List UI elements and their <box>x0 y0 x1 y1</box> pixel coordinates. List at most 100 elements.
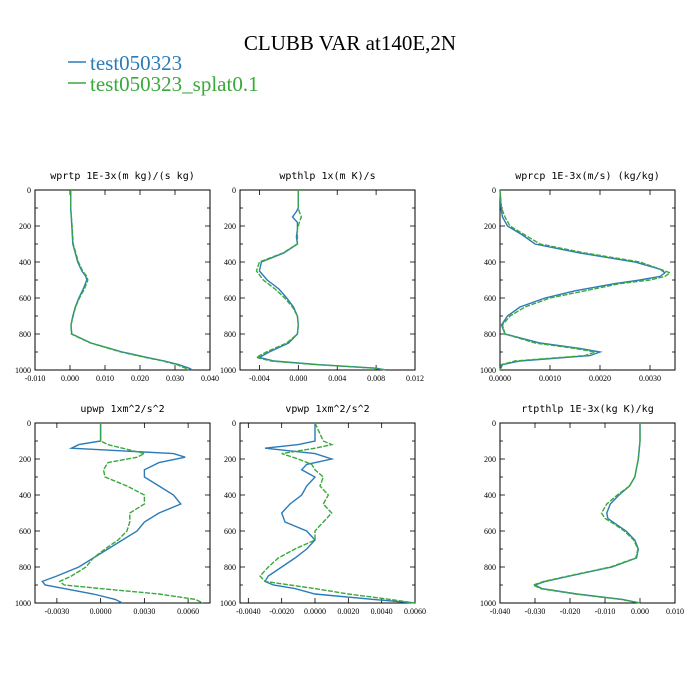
figure-title: CLUBB VAR at140E,2N <box>244 31 456 55</box>
x-tick-label: 0.0000 <box>489 374 511 383</box>
panel-title: wprtp 1E-3x(m kg)/(s kg) <box>50 171 195 182</box>
panel-title: vpwp 1xm^2/s^2 <box>285 404 369 415</box>
legend-label-series-1: test050323 <box>90 51 182 75</box>
y-tick-label: 600 <box>484 527 496 536</box>
y-tick-label: 0 <box>232 186 236 195</box>
x-tick-label: 0.008 <box>367 374 385 383</box>
x-tick-label: -0.040 <box>490 607 511 616</box>
y-tick-label: 0 <box>492 186 496 195</box>
y-tick-label: 200 <box>19 222 31 231</box>
series-line-2 <box>531 423 641 604</box>
panel-3: wprcp 1E-3x(m/s) (kg/kg) 0 200 400 600 800 100… <box>480 171 676 383</box>
y-tick-label: 1000 <box>15 599 31 608</box>
y-tick-label: 600 <box>19 294 31 303</box>
y-tick-label: 400 <box>19 491 31 500</box>
x-tick-label: 0.0010 <box>539 374 561 383</box>
panels: wprtp 1E-3x(m kg)/(s kg) 0 200 400 600 800 100… <box>15 171 684 616</box>
series-line-2 <box>58 423 204 604</box>
y-tick-label: 0 <box>492 419 496 428</box>
y-tick-label: 200 <box>484 222 496 231</box>
series-line-1 <box>263 423 416 604</box>
series-line-1 <box>257 190 386 371</box>
x-tick-label: -0.004 <box>249 374 270 383</box>
plot-frame <box>34 189 211 371</box>
series-line-2 <box>69 190 190 371</box>
x-tick-label: 0.030 <box>166 374 184 383</box>
x-tick-label: -0.0030 <box>45 607 70 616</box>
x-tick-label: 0.0000 <box>90 607 112 616</box>
y-tick-label: 800 <box>19 563 31 572</box>
y-tick-label: 800 <box>224 563 236 572</box>
panel-title: rtpthlp 1E-3x(kg K)/kg <box>521 404 653 415</box>
y-tick-label: 400 <box>19 258 31 267</box>
panel-2: wpthlp 1x(m K)/s 0 200 400 600 800 1000 -0.004 0… <box>220 171 424 383</box>
x-tick-label: 0.012 <box>406 374 424 383</box>
y-tick-label: 800 <box>484 563 496 572</box>
y-tick-label: 800 <box>224 330 236 339</box>
y-tick-label: 800 <box>19 330 31 339</box>
series-line-1 <box>499 189 667 371</box>
x-tick-label: -0.010 <box>25 374 46 383</box>
plot-frame <box>239 422 416 604</box>
x-tick-label: 0.004 <box>328 374 346 383</box>
x-tick-label: -0.030 <box>525 607 546 616</box>
x-tick-label: 0.000 <box>289 374 307 383</box>
y-tick-label: 0 <box>232 419 236 428</box>
y-tick-label: 400 <box>484 258 496 267</box>
x-tick-label: -0.0040 <box>236 607 261 616</box>
panel-title: upwp 1xm^2/s^2 <box>80 404 164 415</box>
plot-frame <box>34 422 211 604</box>
x-tick-label: 0.0060 <box>404 607 426 616</box>
y-tick-label: 1000 <box>480 366 496 375</box>
panel-6: rtpthlp 1E-3x(kg K)/kg02004006008001000-… <box>480 404 684 616</box>
y-tick-label: 200 <box>224 455 236 464</box>
series-line-2 <box>499 189 672 371</box>
series-line-2 <box>254 190 386 371</box>
x-tick-label: 0.0040 <box>371 607 393 616</box>
y-tick-label: 1000 <box>480 599 496 608</box>
x-tick-label: 0.010 <box>666 607 684 616</box>
x-tick-label: 0.0060 <box>177 607 199 616</box>
panel-title: wpthlp 1x(m K)/s <box>279 171 375 182</box>
y-tick-label: 400 <box>484 491 496 500</box>
legend: test050323 test050323_splat0.1 <box>68 51 259 96</box>
x-tick-label: 0.0020 <box>337 607 359 616</box>
series-line-2 <box>259 422 416 604</box>
y-tick-label: 0 <box>27 186 31 195</box>
y-tick-label: 1000 <box>220 366 236 375</box>
y-tick-label: 200 <box>19 455 31 464</box>
panel-1: wprtp 1E-3x(m kg)/(s kg) 0 200 400 600 800 100… <box>15 171 219 383</box>
y-tick-label: 800 <box>484 330 496 339</box>
x-tick-label: 0.0020 <box>589 374 611 383</box>
x-tick-label: 0.020 <box>131 374 149 383</box>
panel-5: vpwp 1xm^2/s^2 0 200 400 600 800 1000-0.0040 -0… <box>220 404 426 616</box>
y-tick-label: 600 <box>224 294 236 303</box>
panel-4: upwp 1xm^2/s^2 0 200 400 600 800 1000 -0.0030 0.… <box>15 404 211 616</box>
y-tick-label: 600 <box>19 527 31 536</box>
series-line-1 <box>533 423 641 604</box>
y-tick-label: 200 <box>224 222 236 231</box>
x-tick-label: 0.000 <box>631 607 649 616</box>
y-tick-label: 600 <box>224 527 236 536</box>
x-tick-label: 0.0000 <box>304 607 326 616</box>
x-tick-label: 0.000 <box>61 374 79 383</box>
y-tick-label: 1000 <box>15 366 31 375</box>
x-tick-label: 0.0030 <box>639 374 661 383</box>
x-tick-label: 0.040 <box>201 374 219 383</box>
x-tick-label: 0.010 <box>96 374 114 383</box>
y-tick-label: 0 <box>27 419 31 428</box>
x-tick-label: -0.010 <box>595 607 616 616</box>
x-tick-label: 0.0030 <box>133 607 155 616</box>
y-tick-label: 600 <box>484 294 496 303</box>
plot-frame <box>239 189 416 371</box>
x-tick-label: -0.020 <box>560 607 581 616</box>
y-tick-label: 400 <box>224 491 236 500</box>
x-tick-label: -0.0020 <box>269 607 294 616</box>
legend-label-series-2: test050323_splat0.1 <box>90 72 259 96</box>
plot-frame <box>499 422 676 604</box>
panel-title: wprcp 1E-3x(m/s) (kg/kg) <box>515 171 660 182</box>
y-tick-label: 400 <box>224 258 236 267</box>
series-line-1 <box>41 423 186 604</box>
y-tick-label: 200 <box>484 455 496 464</box>
